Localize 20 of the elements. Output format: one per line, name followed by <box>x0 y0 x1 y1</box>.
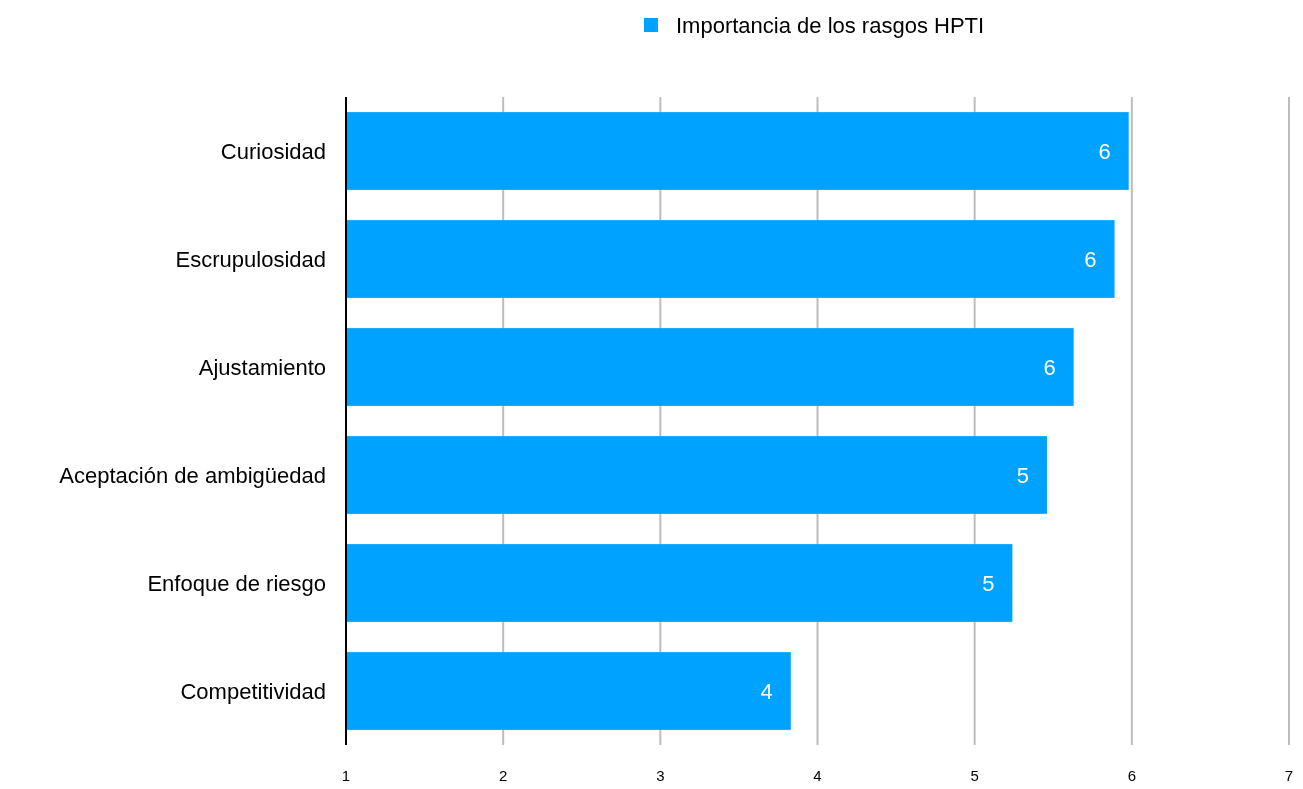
y-tick-label: Enfoque de riesgo <box>147 570 326 596</box>
legend-label: Importancia de los rasgos HPTI <box>676 12 985 38</box>
y-tick-label: Aceptación de ambigüedad <box>59 462 326 488</box>
x-tick-label: 7 <box>1284 767 1294 784</box>
y-tick-label: Curiosidad <box>220 138 326 164</box>
data-label: 6 <box>1098 138 1111 164</box>
data-label: 5 <box>982 570 995 596</box>
x-tick-label: 6 <box>1127 767 1137 784</box>
x-tick-label: 1 <box>341 767 351 784</box>
data-label: 4 <box>760 678 773 704</box>
x-tick-label: 5 <box>970 767 979 784</box>
data-label: 6 <box>1084 246 1097 272</box>
data-label: 5 <box>1016 462 1029 488</box>
y-tick-label: Competitividad <box>180 678 326 704</box>
x-tick-label: 4 <box>813 767 822 784</box>
x-tick-label: 2 <box>498 767 508 784</box>
y-tick-label: Ajustamiento <box>198 354 326 380</box>
y-tick-label: Escrupulosidad <box>175 246 326 272</box>
x-tick-label: 3 <box>656 767 665 784</box>
data-label: 6 <box>1043 354 1056 380</box>
